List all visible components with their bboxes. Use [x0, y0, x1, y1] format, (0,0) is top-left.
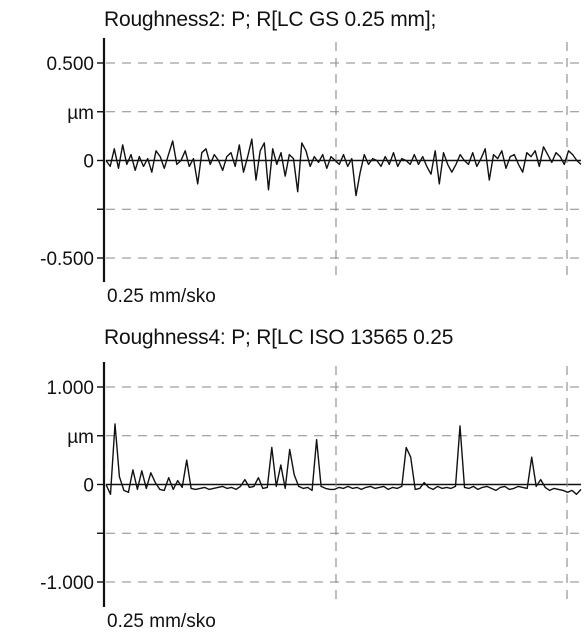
y-tick-label: -1.000 [40, 573, 94, 594]
x-scale-label: 0.25 mm/sko [107, 611, 216, 632]
chart-title: Roughness4: P; R[LC ISO 13565 0.25 [104, 326, 454, 349]
profile-line [105, 138, 582, 197]
chart-title: Roughness2: P; R[LC GS 0.25 mm]; [104, 8, 437, 31]
y-tick-label: 0 [83, 152, 94, 173]
y-tick-label: 0 [83, 476, 94, 497]
y-tick-label: 1.000 [46, 378, 94, 399]
y-tick-label: -0.500 [40, 249, 94, 270]
roughness4-chart: Roughness4: P; R[LC ISO 13565 0.25 1.000… [0, 318, 584, 639]
y-tick-label: µm [67, 103, 94, 124]
roughness2-plot: 0.500 µm 0 -0.500 [40, 38, 582, 282]
roughness2-chart: Roughness2: P; R[LC GS 0.25 mm]; 0.500 µm… [0, 0, 584, 316]
roughness4-plot: 1.000 µm 0 -1.000 [40, 362, 582, 607]
y-tick-label: µm [67, 427, 94, 448]
y-tick-label: 0.500 [46, 54, 94, 75]
x-scale-label: 0.25 mm/sko [107, 286, 216, 307]
profile-line [105, 423, 582, 496]
